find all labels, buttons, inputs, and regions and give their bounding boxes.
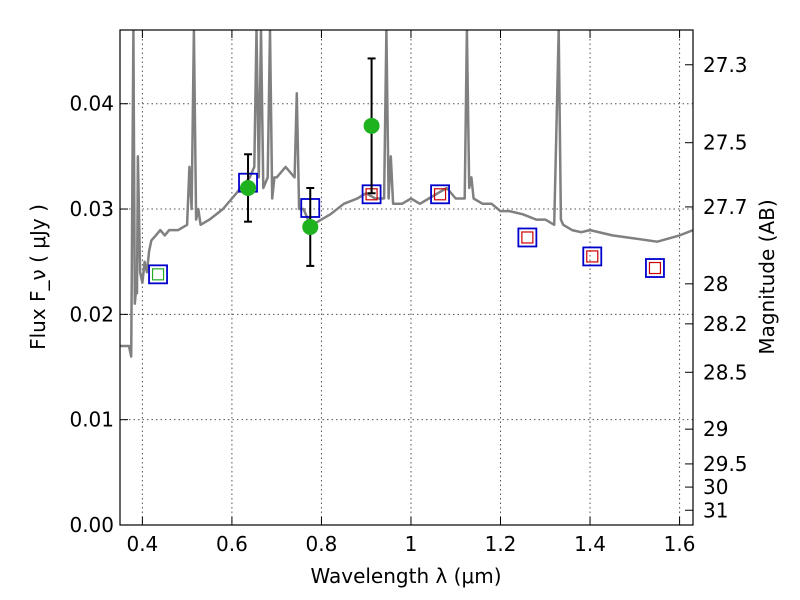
x-tick-label: 1.2	[485, 532, 517, 556]
model-square	[645, 258, 665, 278]
y-axis-title: Flux F_ν ( μJy )	[26, 204, 50, 350]
x-axis-title: Wavelength λ (μm)	[310, 564, 501, 588]
y-tick-label: 0.01	[69, 408, 114, 432]
axis-ticks: 0.4 0.6 0.8 1 1.2 1.4 1.6 0.00 0.01 0.02 0.03 0.04 2…	[69, 30, 748, 556]
right-tick-label: 28.2	[703, 312, 748, 336]
y-tick-label: 0.04	[69, 92, 114, 116]
right-tick-label: 27.5	[703, 131, 748, 155]
sed-line	[120, 30, 693, 358]
x-tick-label: 1.6	[664, 532, 696, 556]
right-tick-label: 27.3	[703, 53, 748, 77]
model-square	[517, 227, 538, 248]
observed-point	[240, 179, 257, 196]
right-tick-label: 31	[703, 498, 728, 522]
y-tick-label: 0.00	[69, 513, 114, 537]
x-tick-label: 0.6	[216, 532, 248, 556]
right-axis-title: Magnitude (AB)	[755, 199, 779, 354]
model-square	[582, 246, 603, 267]
y-tick-label: 0.03	[69, 197, 114, 221]
x-tick-label: 1.4	[574, 532, 606, 556]
right-tick-label: 27.7	[703, 195, 748, 219]
model-square-inner	[433, 188, 447, 201]
observed-point	[363, 117, 380, 134]
model-square-inner	[151, 268, 165, 281]
grid-lines	[120, 30, 693, 526]
plot-frame	[119, 29, 694, 526]
right-tick-label: 29.5	[703, 452, 748, 476]
right-tick-label: 29	[703, 417, 728, 441]
model-square	[430, 184, 450, 205]
right-tick-label: 28	[703, 272, 728, 296]
y-tick-label: 0.02	[69, 302, 114, 326]
observed-point	[302, 218, 319, 235]
right-tick-label: 28.5	[703, 360, 748, 384]
x-tick-label: 0.8	[306, 532, 338, 556]
x-tick-label: 0.4	[126, 532, 158, 556]
right-tick-label: 30	[703, 475, 728, 499]
model-square-inner	[648, 261, 662, 275]
x-tick-label: 1	[405, 532, 418, 556]
model-square	[148, 264, 168, 285]
plot-area	[120, 30, 693, 358]
model-square-inner	[586, 250, 599, 263]
model-square-inner	[521, 231, 534, 244]
